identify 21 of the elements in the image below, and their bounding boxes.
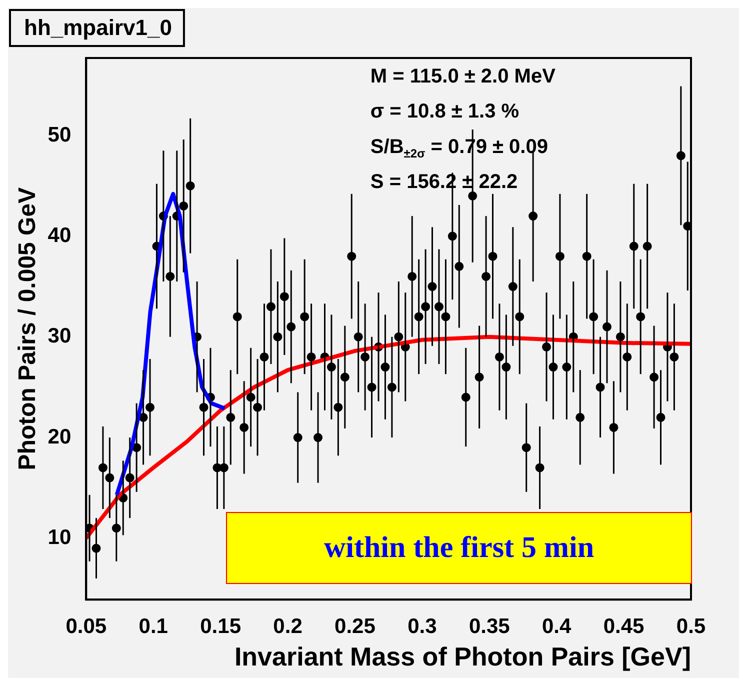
x-tick-label: 0.25 <box>334 614 376 638</box>
x-tick-label: 0.4 <box>542 614 572 638</box>
x-tick-label: 0.15 <box>200 614 242 638</box>
x-axis-title: Invariant Mass of Photon Pairs [GeV] <box>234 642 691 672</box>
y-tick-label: 40 <box>48 224 72 247</box>
x-tick-label: 0.1 <box>138 614 168 638</box>
annotation: M = 115.0 ± 2.0 MeV <box>370 65 556 88</box>
x-tick-label: 0.05 <box>66 614 107 638</box>
note-box: within the first 5 min <box>226 512 692 584</box>
annotation: σ = 10.8 ± 1.3 % <box>370 100 520 123</box>
y-tick-label: 20 <box>48 425 72 448</box>
x-tick-label: 0.45 <box>603 614 645 638</box>
y-axis-title: Photon Pairs / 0.005 GeV <box>14 187 42 470</box>
y-tick-label: 30 <box>48 324 72 348</box>
y-tick-label: 50 <box>48 123 72 146</box>
x-tick-label: 0.2 <box>273 614 302 638</box>
x-tick-label: 0.3 <box>408 614 437 638</box>
chart-title: hh_mpairv1_0 <box>24 15 172 40</box>
x-tick-label: 0.5 <box>676 614 706 638</box>
x-tick-label: 0.35 <box>468 614 510 638</box>
y-tick-label: 10 <box>48 526 72 549</box>
